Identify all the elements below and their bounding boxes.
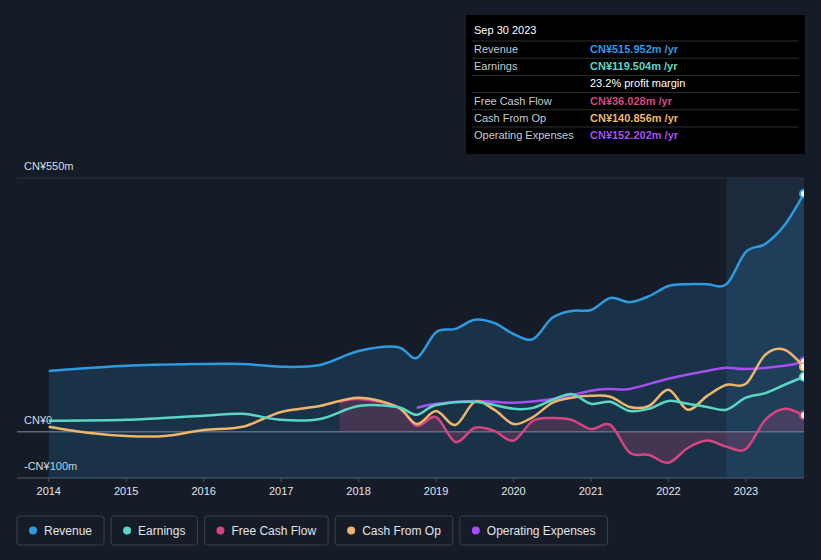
series-line bbox=[339, 399, 804, 463]
tooltip-separator bbox=[472, 109, 799, 110]
legend-box bbox=[204, 516, 328, 545]
tooltip-title: Sep 30 2023 bbox=[474, 24, 536, 36]
legend-label: Revenue bbox=[44, 524, 92, 538]
tooltip-value: CN¥515.952m /yr bbox=[590, 43, 679, 55]
end-point bbox=[800, 363, 804, 371]
end-point bbox=[800, 190, 804, 198]
plot-area bbox=[49, 190, 804, 478]
end-point bbox=[800, 373, 804, 381]
tooltip-label: Cash From Op bbox=[474, 112, 546, 124]
x-tick-label: 2023 bbox=[734, 485, 758, 497]
x-tick-label: 2015 bbox=[114, 485, 138, 497]
tooltip-label: Free Cash Flow bbox=[474, 95, 552, 107]
x-tick-label: 2021 bbox=[579, 485, 603, 497]
x-tick-label: 2017 bbox=[269, 485, 293, 497]
x-tick bbox=[668, 478, 669, 482]
legend-box bbox=[460, 516, 608, 545]
tooltip-separator bbox=[472, 127, 799, 128]
legend-swatch bbox=[29, 527, 37, 535]
x-tick bbox=[48, 478, 49, 482]
legend-label: Earnings bbox=[138, 524, 185, 538]
series-line bbox=[49, 194, 804, 371]
tooltip-separator bbox=[472, 41, 799, 42]
tooltip-label: Revenue bbox=[474, 43, 518, 55]
legend-box bbox=[335, 516, 453, 545]
x-tick bbox=[281, 478, 282, 482]
x-tick bbox=[358, 478, 359, 482]
x-tick bbox=[126, 478, 127, 482]
x-tick-label: 2019 bbox=[424, 485, 448, 497]
tooltip-separator bbox=[472, 58, 799, 59]
x-tick bbox=[203, 478, 204, 482]
x-tick bbox=[513, 478, 514, 482]
series-area bbox=[339, 399, 804, 463]
series-area bbox=[49, 194, 804, 478]
series-line bbox=[49, 377, 804, 421]
grid-line bbox=[17, 178, 804, 179]
legend-label: Operating Expenses bbox=[487, 524, 596, 538]
legend-box bbox=[17, 516, 104, 545]
legend-swatch bbox=[472, 527, 480, 535]
x-tick bbox=[590, 478, 591, 482]
legend-item: Earnings bbox=[111, 516, 197, 545]
tooltip-separator bbox=[472, 75, 799, 76]
tooltip-box bbox=[466, 15, 805, 154]
end-point bbox=[800, 411, 804, 419]
legend-label: Cash From Op bbox=[362, 524, 441, 538]
x-tick-label: 2014 bbox=[37, 485, 61, 497]
tooltip-value: CN¥119.504m /yr bbox=[590, 60, 678, 72]
tooltip-value: CN¥152.202m /yr bbox=[590, 129, 679, 141]
x-tick bbox=[436, 478, 437, 482]
x-tick-label: 2020 bbox=[501, 485, 525, 497]
x-tick-label: 2016 bbox=[191, 485, 215, 497]
series-line bbox=[49, 349, 804, 437]
tooltip-value: CN¥36.028m /yr bbox=[590, 95, 673, 107]
y-tick-label: CN¥0 bbox=[24, 414, 52, 426]
legend-item: Revenue bbox=[17, 516, 104, 545]
legend-item: Cash From Op bbox=[335, 516, 453, 545]
tooltip-separator bbox=[472, 92, 799, 93]
chart: CN¥550mCN¥0-CN¥100m201420152016201720182… bbox=[0, 0, 821, 560]
tooltip-value: 23.2% profit margin bbox=[590, 77, 685, 89]
x-tick bbox=[745, 478, 746, 482]
y-tick-label: CN¥550m bbox=[24, 160, 74, 172]
tooltip-value: CN¥140.856m /yr bbox=[590, 112, 679, 124]
legend-swatch bbox=[123, 527, 131, 535]
legend-item: Operating Expenses bbox=[460, 516, 608, 545]
x-tick-label: 2022 bbox=[656, 485, 680, 497]
legend-swatch bbox=[347, 527, 355, 535]
tooltip-label: Operating Expenses bbox=[474, 129, 574, 141]
legend-item: Free Cash Flow bbox=[204, 516, 328, 545]
legend-box bbox=[111, 516, 197, 545]
legend-label: Free Cash Flow bbox=[231, 524, 316, 538]
x-tick-label: 2018 bbox=[346, 485, 370, 497]
tooltip-label: Earnings bbox=[474, 60, 518, 72]
legend-swatch bbox=[216, 527, 224, 535]
